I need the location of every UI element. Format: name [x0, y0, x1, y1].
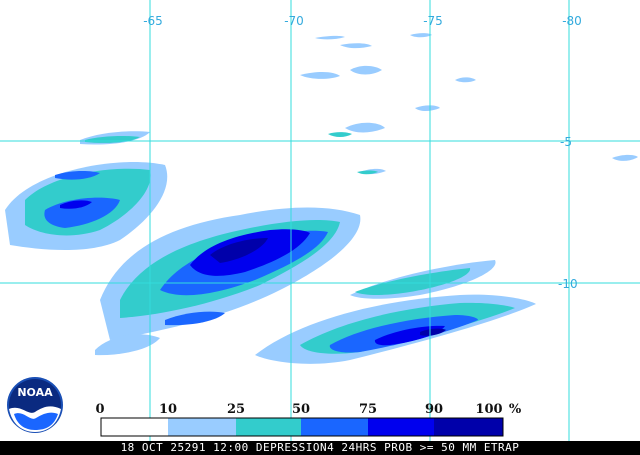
- legend-bar-border: [100, 417, 504, 437]
- legend-value: 75: [359, 402, 377, 417]
- logo-text: NOAA: [17, 386, 53, 399]
- noaa-logo: NOAA: [7, 377, 63, 433]
- map-caption: 18 OCT 25291 12:00 DEPRESSION4 24HRS PRO…: [0, 441, 640, 455]
- map-canvas: -65 -70 -75 -80 -5 -10 0 10 25 50 75 90 …: [0, 0, 640, 441]
- lat-label: -5: [560, 135, 572, 149]
- legend-unit: %: [509, 402, 522, 417]
- legend-swatch: [101, 418, 168, 436]
- legend-swatch: [434, 418, 503, 436]
- legend-value: 50: [292, 402, 310, 417]
- legend-color-bar: [101, 418, 503, 436]
- legend-swatch: [168, 418, 236, 436]
- legend-swatch: [236, 418, 301, 436]
- legend-value: 25: [227, 402, 245, 417]
- lat-lon-grid: [0, 0, 640, 441]
- lon-label: -70: [284, 14, 304, 28]
- lon-label: -65: [143, 14, 163, 28]
- legend-value: 100: [475, 402, 502, 417]
- probability-legend: 0 10 25 50 75 90 100 %: [95, 402, 522, 437]
- latitude-labels: -5 -10: [558, 135, 578, 291]
- legend-swatch: [368, 418, 434, 436]
- probability-field: [5, 33, 638, 364]
- legend-value: 0: [95, 402, 104, 417]
- legend-swatch: [301, 418, 368, 436]
- lon-label: -80: [562, 14, 582, 28]
- legend-value: 90: [425, 402, 443, 417]
- lon-label: -75: [423, 14, 443, 28]
- longitude-labels: -65 -70 -75 -80: [143, 14, 582, 28]
- legend-value: 10: [159, 402, 177, 417]
- lat-label: -10: [558, 277, 578, 291]
